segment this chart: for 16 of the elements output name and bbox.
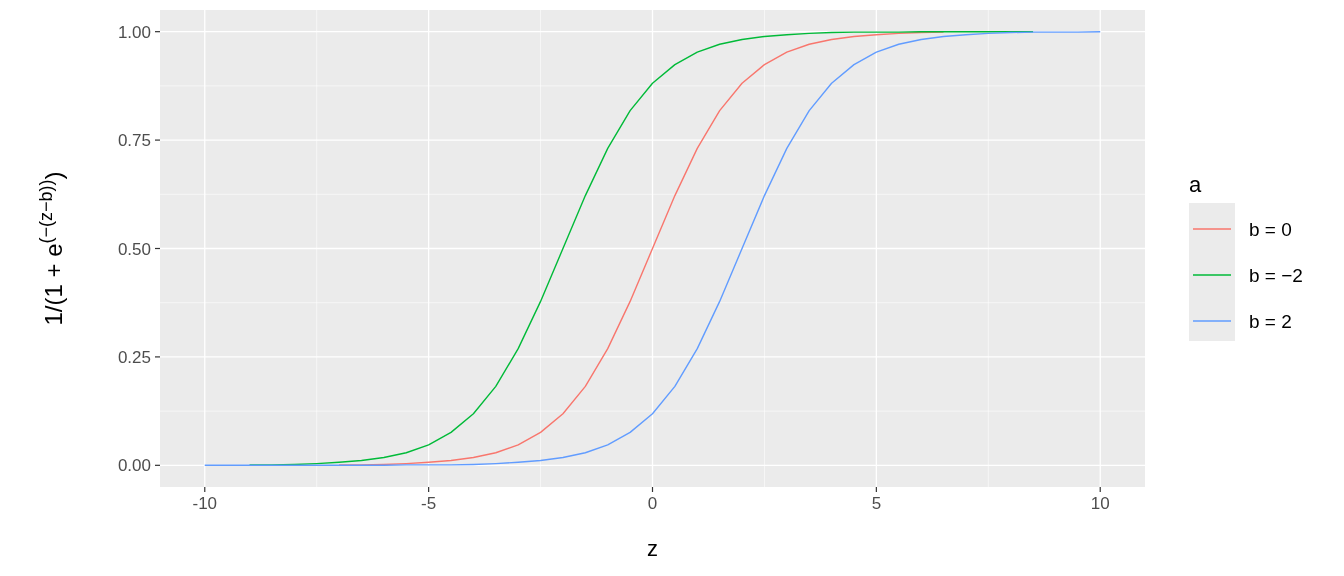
y-tick-label: 0.75 <box>117 131 151 151</box>
legend-label: b = 0 <box>1249 219 1292 240</box>
y-tick-label: 0.50 <box>117 239 151 259</box>
x-tick-label: 0 <box>647 494 658 513</box>
legend-label: b = 2 <box>1249 311 1292 332</box>
legend-label: b = −2 <box>1249 265 1303 286</box>
y-tick-label: 0.25 <box>117 347 151 367</box>
x-tick-label: -5 <box>421 494 437 513</box>
line-series <box>338 31 945 466</box>
x-tick-label: 5 <box>871 494 882 513</box>
y-tick-label: 1.00 <box>117 22 151 42</box>
x-axis-title: z <box>647 536 658 561</box>
x-tick-label: -10 <box>192 494 218 513</box>
legend-title: a <box>1189 172 1202 197</box>
y-tick-label: 0.00 <box>117 456 151 476</box>
x-tick-label: 10 <box>1090 494 1110 513</box>
